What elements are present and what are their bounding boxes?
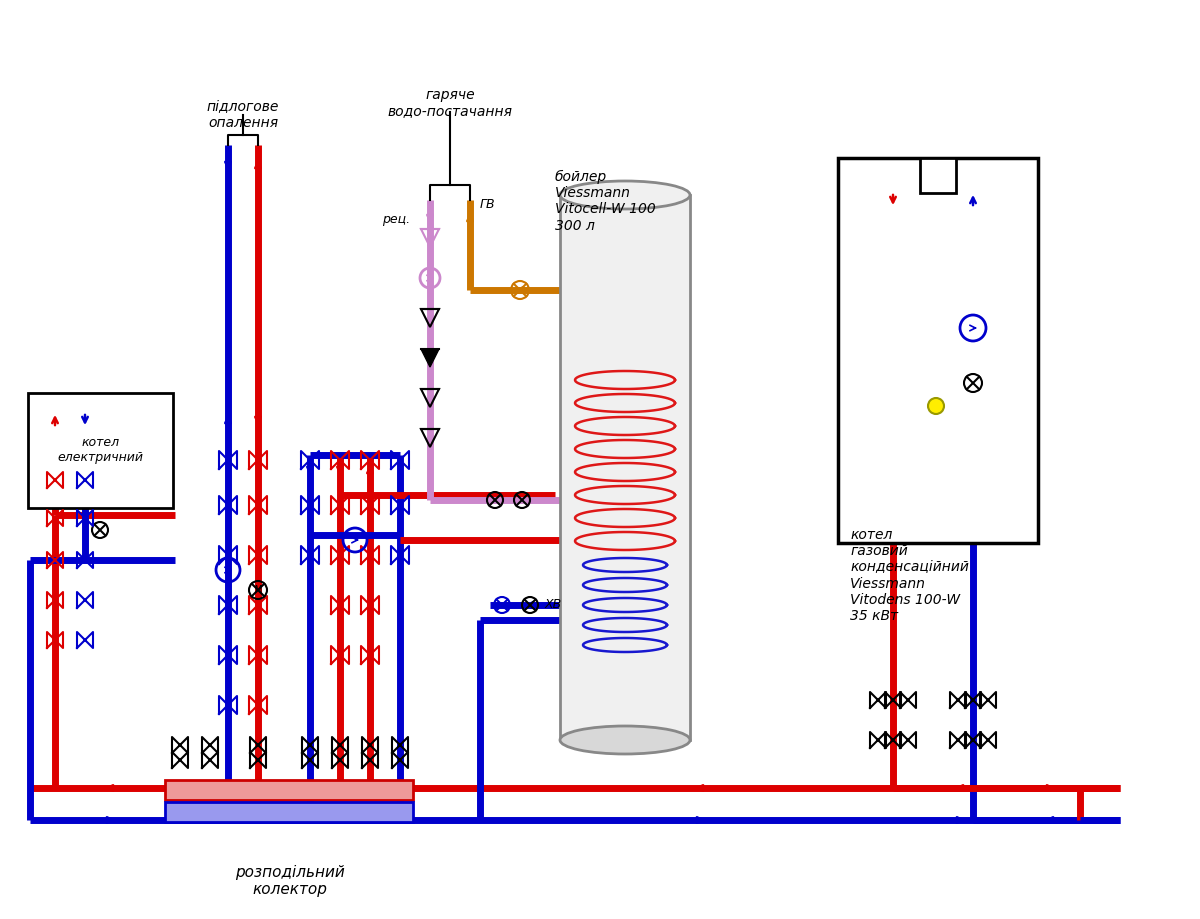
Text: ХВ: ХВ — [545, 598, 563, 611]
Circle shape — [928, 398, 944, 414]
Bar — [838, 158, 1038, 543]
Text: M: M — [254, 585, 262, 595]
Text: рец.: рец. — [382, 213, 410, 226]
Text: розподільний
колектор: розподільний колектор — [235, 865, 344, 898]
Polygon shape — [421, 349, 439, 367]
Text: котел
електричний: котел електричний — [58, 437, 144, 464]
Text: підлогове
опалення: підлогове опалення — [206, 100, 280, 130]
Text: котел
газовий
конденсаційний
Viessmann
Vitodens 100-W
35 кВт: котел газовий конденсаційний Viessmann V… — [850, 528, 968, 623]
Text: ГВ: ГВ — [480, 199, 496, 211]
Bar — [166, 802, 413, 822]
Text: бойлер
Viessmann
Vitocell-W 100
300 л: бойлер Viessmann Vitocell-W 100 300 л — [554, 170, 655, 233]
Bar — [560, 195, 690, 740]
Text: гаряче
водо-постачання: гаряче водо-постачання — [388, 88, 512, 119]
Bar — [166, 780, 413, 800]
Ellipse shape — [560, 181, 690, 209]
Bar — [920, 158, 956, 193]
Bar — [28, 393, 173, 508]
Ellipse shape — [560, 726, 690, 754]
